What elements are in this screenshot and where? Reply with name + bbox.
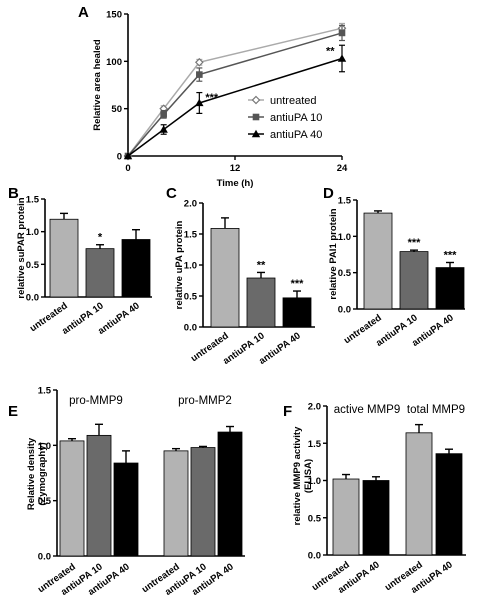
panel-a-x-tick-label: 12 [230,163,241,174]
panel-a-legend-label: antiuPA 10 [270,112,322,124]
panel-f-bar [362,480,390,556]
panel-a-data-point [123,151,133,160]
panel-a-series-line [127,32,343,157]
panel-a-data-point [196,71,203,78]
panel-a-legend-label: antiuPA 40 [270,129,322,141]
panel-a-data-point [160,111,167,118]
panel-a-legend-label: untreated [270,95,316,107]
panel-b-bar [85,248,115,298]
panel-a-x-tick-label: 0 [125,163,130,174]
panel-c-bar [246,277,276,328]
panel-f-y-tick-label: 0.0 [308,551,321,562]
panel-b-bar [121,239,151,298]
panel-e-y-axis-label-2: (Zymography) [37,442,48,505]
panel-b-significance: * [98,232,103,244]
panel-d-letter: D [323,185,334,202]
panel-b-bar [49,218,79,298]
panel-b-y-tick-label: 1.5 [26,195,40,206]
panel-b-y-tick-label: 0.0 [26,293,39,304]
panel-b-y-axis-label: relative suPAR protein [16,197,27,298]
panel-f-group-label: total MMP9 [407,404,465,416]
panel-e-bar [113,462,139,557]
panel-d-significance: *** [444,249,458,261]
panel-d-y-tick-label: 0.5 [338,268,352,279]
panel-d-bar [363,212,393,310]
panel-e-bar [163,450,189,557]
panel-a: A 0 50 100 150 0 12 24 Time (h) Relative area hea… [78,4,348,189]
panel-f-y-tick-label: 1.0 [308,476,321,487]
panel-c-letter: C [166,185,177,202]
panel-a-y-tick-label: 0 [117,152,122,163]
panel-a-series-line [127,57,343,157]
panel-f-bar [405,432,433,556]
panel-d-bar [399,251,429,310]
panel-e-bar [59,440,85,557]
panel-e-y-tick-label: 1.5 [38,386,52,397]
panel-e: E 0.0 0.5 1.0 1.5 Relative density (Zymography… [8,386,245,598]
panel-a-y-tick-label: 50 [111,104,122,115]
panel-b-letter: B [8,185,19,202]
panel-e-y-tick-label: 0.0 [38,552,51,563]
panel-c-y-tick-label: 0.0 [184,323,197,334]
panel-e-y-tick-label: 0.5 [38,496,52,507]
panel-e-y-tick-label: 1.0 [38,441,51,452]
panel-e-y-axis-label: Relative density [26,437,37,510]
panel-f-y-axis-label-2: (ELISA) [303,459,314,493]
panel-d-y-axis-label: relative PAI1 protein [328,208,339,299]
panel-c-y-tick-label: 0.5 [184,292,198,303]
panel-a-data-point [195,98,204,107]
panel-c-y-axis-label: relative uPA protein [174,220,185,309]
panel-f-letter: F [283,403,292,420]
panel-f-y-tick-label: 0.5 [308,513,322,524]
panel-a-legend-marker [251,95,261,105]
panel-a-letter: A [78,4,89,21]
panel-a-y-tick-label: 100 [106,57,122,68]
panel-a-data-point [194,57,204,67]
panel-f-bar [332,478,360,556]
panel-a-annotation: *** [205,92,219,104]
panel-c-bar [282,297,312,328]
panel-a-data-point [159,125,168,133]
panel-a-legend-marker [251,129,261,138]
panel-a-legend-marker [252,113,260,121]
panel-d-y-tick-label: 1.5 [338,196,352,207]
panel-e-group-label: pro-MMP9 [69,395,123,407]
panel-a-x-tick-label: 24 [337,163,348,174]
panel-f-y-axis-label: relative MMP9 activity [292,426,303,525]
panel-a-data-point [337,54,347,62]
panel-b-y-tick-label: 0.5 [26,260,40,271]
panel-a-y-tick-label: 150 [106,10,122,21]
panel-c-y-tick-label: 1.0 [184,261,197,272]
panel-d-y-tick-label: 1.0 [338,232,351,243]
panel-a-y-axis-label: Relative area healed [92,39,103,131]
panel-c-significance: *** [291,278,305,290]
panel-d-y-tick-label: 0.0 [338,305,351,316]
panel-d-significance: *** [408,237,422,249]
panel-f-group-label: active MMP9 [334,404,400,416]
panel-c-bar [210,228,240,328]
panel-a-x-axis-label: Time (h) [217,178,254,189]
panel-a-series-line [127,27,343,157]
panel-e-bar [86,434,112,557]
panel-e-group-label: pro-MMP2 [178,395,232,407]
panel-b-y-tick-label: 1.0 [26,227,39,238]
panel-a-annotation: ** [326,45,335,57]
panel-a-data-point [338,29,346,37]
panel-e-letter: E [8,403,18,420]
panel-f-y-tick-label: 1.5 [308,439,322,450]
panel-e-bar [190,447,216,557]
panel-f: F 0.0 0.5 1.0 1.5 2.0 relative MMP9 activity (E… [283,402,466,596]
panel-e-bar [217,431,243,557]
panel-c-y-tick-label: 1.5 [184,230,198,241]
panel-c-y-tick-label: 2.0 [184,199,197,210]
panel-d-bar [435,267,465,310]
panel-f-bar [435,453,463,556]
panel-c-significance: ** [257,259,266,271]
panel-f-y-tick-label: 2.0 [308,402,321,413]
